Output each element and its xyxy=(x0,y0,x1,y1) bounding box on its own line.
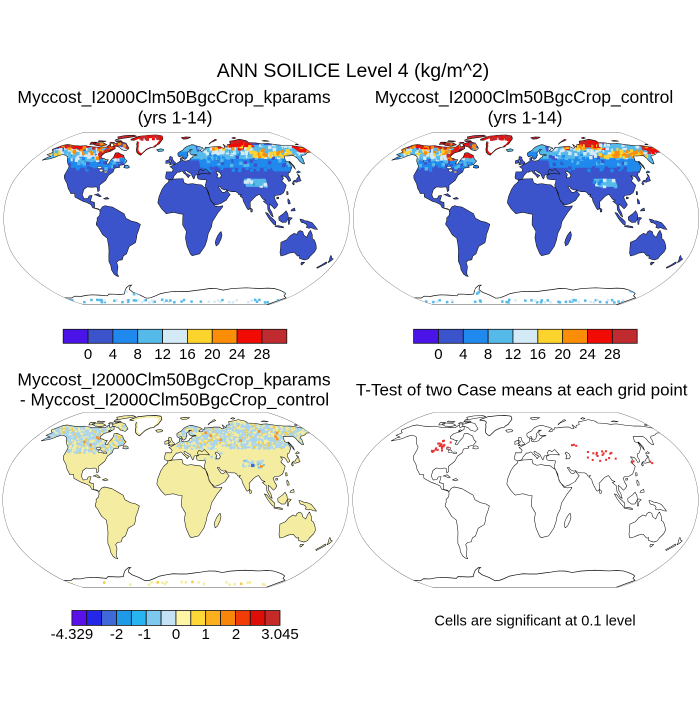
svg-text:(yrs 1-14): (yrs 1-14) xyxy=(138,108,213,128)
svg-text:16: 16 xyxy=(179,346,196,363)
svg-text:28: 28 xyxy=(254,346,271,363)
svg-text:3.045: 3.045 xyxy=(261,626,299,643)
svg-text:ANN SOILICE Level 4 (kg/m^2): ANN SOILICE Level 4 (kg/m^2) xyxy=(217,60,490,82)
svg-text:Myccost_I2000Clm50BgcCrop_cont: Myccost_I2000Clm50BgcCrop_control xyxy=(375,87,674,108)
svg-text:4: 4 xyxy=(109,346,117,363)
svg-text:4: 4 xyxy=(459,346,467,363)
svg-text:-4.329: -4.329 xyxy=(51,626,94,643)
svg-text:0: 0 xyxy=(434,346,442,363)
svg-text:Cells are significant at 0.1 l: Cells are significant at 0.1 level xyxy=(434,614,635,630)
svg-text:0: 0 xyxy=(172,626,180,643)
svg-text:2: 2 xyxy=(232,626,240,643)
svg-text:8: 8 xyxy=(484,346,492,363)
svg-text:-1: -1 xyxy=(138,626,151,643)
svg-text:12: 12 xyxy=(154,346,171,363)
svg-text:-2: -2 xyxy=(110,626,123,643)
svg-text:- Myccost_I2000Clm50BgcCrop_co: - Myccost_I2000Clm50BgcCrop_control xyxy=(20,389,329,410)
svg-text:16: 16 xyxy=(529,346,546,363)
svg-text:28: 28 xyxy=(604,346,621,363)
svg-text:T-Test of two Case means at ea: T-Test of two Case means at each grid po… xyxy=(356,381,688,400)
svg-text:Myccost_I2000Clm50BgcCrop_kpar: Myccost_I2000Clm50BgcCrop_kparams xyxy=(17,87,330,108)
svg-text:12: 12 xyxy=(505,346,522,363)
svg-text:(yrs 1-14): (yrs 1-14) xyxy=(488,108,563,128)
svg-text:0: 0 xyxy=(84,346,92,363)
svg-text:Myccost_I2000Clm50BgcCrop_kpar: Myccost_I2000Clm50BgcCrop_kparams xyxy=(17,370,330,391)
svg-text:20: 20 xyxy=(204,346,221,363)
svg-text:24: 24 xyxy=(229,346,246,363)
svg-text:20: 20 xyxy=(554,346,571,363)
svg-text:1: 1 xyxy=(202,626,210,643)
svg-text:8: 8 xyxy=(134,346,142,363)
svg-text:24: 24 xyxy=(579,346,596,363)
